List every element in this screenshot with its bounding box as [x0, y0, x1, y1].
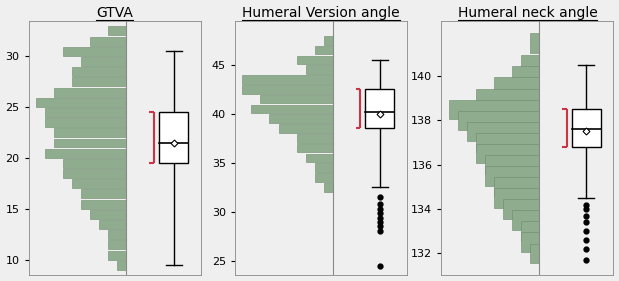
Bar [99, 220, 126, 229]
Bar [81, 189, 126, 198]
Bar [521, 55, 539, 75]
Bar [63, 169, 126, 178]
Bar [72, 179, 126, 188]
Title: Humeral neck angle: Humeral neck angle [457, 6, 597, 20]
Bar [36, 98, 126, 107]
Bar [512, 66, 539, 86]
Bar [118, 261, 126, 270]
Bar [297, 134, 333, 142]
Bar [108, 26, 126, 35]
Bar [297, 144, 333, 152]
Bar [324, 36, 333, 45]
Bar [449, 99, 539, 119]
FancyBboxPatch shape [572, 109, 601, 147]
Bar [90, 37, 126, 46]
Bar [54, 88, 126, 97]
Bar [251, 105, 333, 113]
Bar [45, 149, 126, 158]
FancyBboxPatch shape [365, 89, 394, 128]
Bar [530, 33, 539, 53]
Bar [63, 159, 126, 168]
Bar [90, 210, 126, 219]
Bar [261, 95, 333, 103]
Bar [476, 133, 539, 152]
Bar [521, 221, 539, 241]
Bar [467, 122, 539, 141]
Bar [314, 163, 333, 172]
Bar [279, 124, 333, 133]
Bar [306, 154, 333, 162]
FancyBboxPatch shape [159, 112, 188, 163]
Bar [494, 188, 539, 208]
Bar [72, 77, 126, 86]
Bar [242, 85, 333, 94]
Bar [45, 118, 126, 127]
Bar [63, 47, 126, 56]
Bar [457, 111, 539, 130]
Bar [306, 65, 333, 74]
Bar [494, 177, 539, 197]
Bar [476, 144, 539, 163]
Bar [108, 240, 126, 249]
Bar [269, 114, 333, 123]
Bar [476, 89, 539, 108]
Bar [485, 155, 539, 175]
Bar [54, 128, 126, 137]
Bar [494, 78, 539, 97]
Bar [512, 210, 539, 230]
Bar [54, 139, 126, 148]
Bar [314, 173, 333, 182]
Bar [503, 199, 539, 219]
Bar [108, 251, 126, 260]
Title: GTVA: GTVA [97, 6, 133, 20]
Bar [314, 46, 333, 55]
Bar [530, 244, 539, 263]
Bar [81, 200, 126, 209]
Bar [72, 67, 126, 76]
Bar [108, 230, 126, 239]
Bar [81, 57, 126, 66]
Bar [242, 75, 333, 84]
Bar [297, 56, 333, 64]
Title: Humeral Version angle: Humeral Version angle [242, 6, 400, 20]
Bar [45, 108, 126, 117]
Bar [485, 166, 539, 185]
Bar [521, 232, 539, 252]
Bar [324, 183, 333, 192]
